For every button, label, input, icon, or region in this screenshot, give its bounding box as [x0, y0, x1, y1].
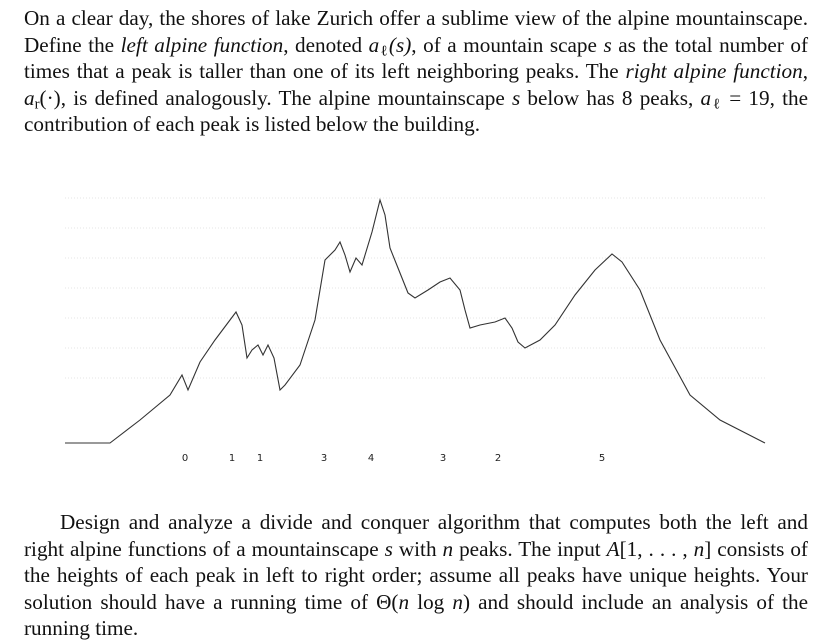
- math: (s): [388, 32, 412, 57]
- math: [1, . . . ,: [619, 536, 694, 561]
- peak-label: 3: [440, 453, 446, 464]
- text: , of a mountain scape: [411, 32, 604, 57]
- math: s: [603, 32, 612, 57]
- math: log: [409, 589, 453, 614]
- math: a: [24, 85, 35, 110]
- math: s: [511, 85, 521, 110]
- text: below has 8 peaks,: [520, 85, 701, 110]
- peak-label: 3: [321, 453, 327, 464]
- text: , denoted: [283, 32, 369, 57]
- term: right alpine function: [625, 59, 803, 84]
- term: left alpine function: [120, 32, 284, 57]
- peak-label: 5: [599, 453, 605, 464]
- text: as the total number of times that a peak…: [24, 32, 809, 84]
- peak-label: 2: [495, 453, 501, 464]
- math: A: [606, 536, 620, 561]
- math: n: [398, 589, 410, 614]
- text: with: [392, 536, 443, 561]
- math: n: [693, 536, 705, 561]
- peak-label: 1: [257, 453, 263, 464]
- text: Design and analyze a divide and conquer …: [24, 510, 808, 561]
- math-sub: r: [34, 96, 40, 113]
- math: n: [452, 589, 463, 614]
- math: a: [368, 32, 380, 57]
- math: n: [442, 536, 454, 561]
- text: ] consists of the heights of each peak i…: [24, 536, 808, 614]
- text: = 19, the contribution of each peak is l…: [24, 85, 808, 137]
- math: s: [384, 536, 393, 561]
- text: ,: [802, 59, 808, 84]
- text: ) and should include an analysis of the …: [24, 589, 809, 641]
- background-rows: [65, 197, 765, 379]
- math-sub: ℓ: [711, 96, 723, 113]
- text: peaks. The input: [453, 536, 607, 561]
- peak-label: 4: [368, 453, 374, 464]
- math: (·): [39, 85, 61, 110]
- mountain-outline: [65, 198, 766, 444]
- text: , is defined analogously. The alpine mou…: [60, 85, 512, 110]
- task-paragraph: Design and analyze a divide and conquer …: [24, 509, 808, 642]
- math: a: [700, 85, 712, 110]
- intro-paragraph: On a clear day, the shores of lake Zuric…: [24, 5, 808, 138]
- peak-label: 0: [182, 453, 188, 464]
- peak-label: 1: [229, 453, 235, 464]
- text: On a clear day, the shores of lake Zuric…: [24, 6, 808, 57]
- mountain-figure: 0 1 1 3 4 3 2 5: [65, 197, 766, 464]
- math-sub: ℓ: [379, 43, 389, 60]
